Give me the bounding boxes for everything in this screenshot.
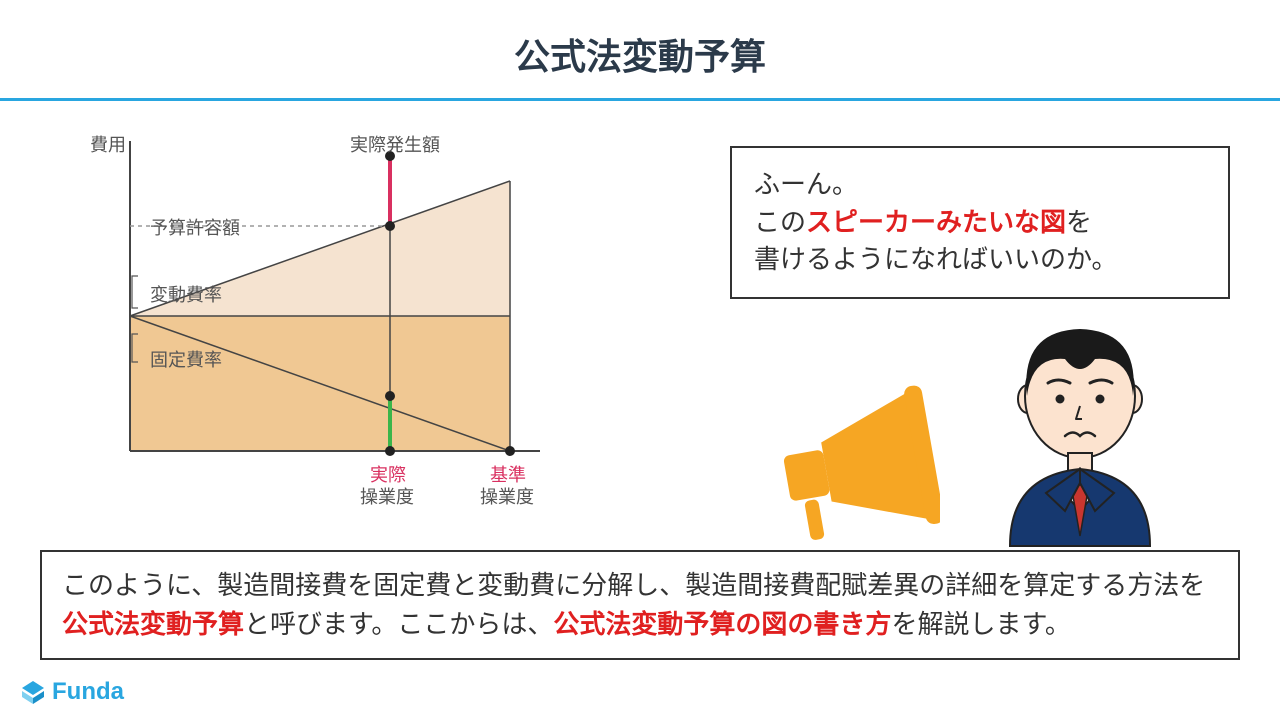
speech-line3: 書けるようになればいいのか。	[754, 244, 1117, 274]
speech-line2b: スピーカーみたいな図	[806, 207, 1066, 237]
bt5: を解説します。	[891, 609, 1070, 639]
ylabel: 費用	[90, 131, 126, 157]
explanation-box: このように、製造間接費を固定費と変動費に分解し、製造間接費配賦差異の詳細を算定す…	[40, 550, 1240, 660]
actual-amount-label: 実際発生額	[350, 131, 440, 157]
x-actual-bottom: 操業度	[360, 483, 414, 509]
budget-allowance-label: 予算許容額	[150, 214, 240, 240]
budget-chart: 費用 実際発生額 予算許容額 変動費率 固定費率 実際 操業度 基準 操業度	[70, 121, 610, 521]
bt1: このように、製造間接費を固定費と変動費に分解し、製造間接費配賦差異の詳細を算定す…	[62, 570, 1205, 600]
speech-line2a: この	[754, 207, 806, 237]
bt2: 公式法変動予算	[62, 609, 244, 639]
brand-logo: Funda	[20, 678, 124, 706]
speech-line1: ふーん。	[754, 169, 858, 199]
bt4: 公式法変動予算の図の書き方	[553, 609, 891, 639]
variable-rate-label: 変動費率	[150, 281, 222, 307]
page-title: 公式法変動予算	[0, 0, 1280, 98]
speech-line2c: を	[1066, 207, 1092, 237]
x-standard-bottom: 操業度	[480, 483, 534, 509]
main-content: 費用 実際発生額 予算許容額 変動費率 固定費率 実際 操業度 基準 操業度 ふ…	[0, 101, 1280, 581]
bt3: と呼びます。ここからは、	[244, 609, 553, 639]
character-avatar	[980, 311, 1180, 551]
speech-bubble: ふーん。 このスピーカーみたいな図を 書けるようになればいいのか。	[730, 146, 1230, 299]
chart-svg	[70, 121, 610, 521]
fixed-rate-label: 固定費率	[150, 346, 222, 372]
speaker-icon	[770, 371, 940, 541]
logo-icon	[20, 679, 46, 705]
logo-text: Funda	[52, 678, 124, 706]
